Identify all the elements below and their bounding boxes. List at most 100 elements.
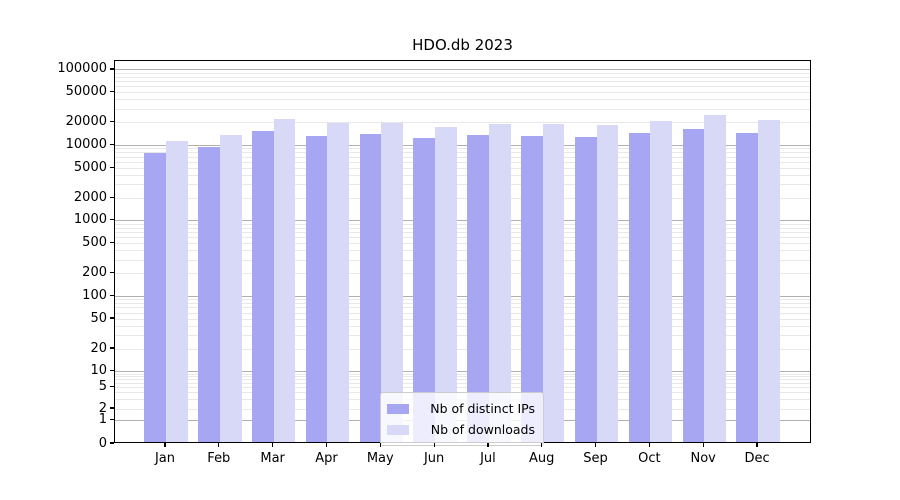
bar-downloads-nov (704, 115, 726, 442)
y-tick-label: 50 (90, 310, 107, 326)
x-tick-mark (379, 443, 381, 447)
minor-gridline (115, 86, 810, 88)
legend-label-downloads: Nb of downloads (430, 422, 535, 437)
y-tick-mark (110, 294, 114, 296)
legend-swatch-distinct-ips (387, 403, 409, 414)
minor-gridline (115, 167, 810, 169)
x-tick-label: Mar2023 (260, 451, 285, 466)
minor-gridline (115, 108, 810, 110)
x-tick-label: Apr2023 (315, 451, 338, 466)
minor-gridline (115, 387, 810, 389)
y-tick-label: 10 (90, 363, 107, 379)
y-tick-mark (110, 370, 114, 372)
minor-gridline (115, 122, 810, 124)
minor-gridline (115, 81, 810, 83)
x-tick-label: Feb2023 (207, 451, 231, 466)
bar-distinct-ips-dec (736, 132, 758, 442)
minor-gridline (115, 307, 810, 309)
bar-distinct-ips-mar (251, 131, 274, 442)
bar-downloads-oct (650, 121, 673, 442)
minor-gridline (115, 379, 810, 381)
bar-downloads-jul (488, 123, 511, 442)
bar-distinct-ips-jan (144, 153, 166, 442)
legend-label-distinct-ips: Nb of distinct IPs (430, 401, 535, 416)
y-tick-mark (110, 419, 114, 421)
x-tick-mark (648, 443, 650, 447)
bar-distinct-ips-jun (413, 137, 436, 442)
minor-gridline (115, 376, 810, 378)
bar-downloads-feb (219, 134, 242, 442)
minor-gridline (115, 318, 810, 320)
x-tick-mark (702, 443, 704, 447)
bar-distinct-ips-nov (682, 129, 705, 442)
minor-gridline (115, 373, 810, 375)
legend-item-distinct-ips: Nb of distinct IPs (387, 398, 535, 419)
x-tick-label: Jan2023 (154, 451, 176, 466)
y-tick-label: 0 (98, 435, 107, 451)
x-tick-label: Oct2023 (638, 451, 661, 466)
bar-distinct-ips-aug (521, 136, 543, 442)
x-tick-mark (272, 443, 274, 447)
minor-gridline (115, 383, 810, 384)
bar-distinct-ips-oct (628, 132, 651, 442)
minor-gridline (115, 243, 810, 245)
minor-gridline (115, 348, 810, 350)
y-tick-label: 5 (98, 379, 107, 395)
minor-gridline (115, 312, 810, 314)
bar-distinct-ips-apr (305, 135, 328, 442)
y-tick-mark (110, 317, 114, 319)
x-tick-label: Sep2023 (583, 451, 608, 466)
chart-title: HDO.db 2023 (412, 36, 513, 54)
x-tick-label: Nov2023 (690, 451, 716, 466)
y-tick-label: 2 (98, 400, 107, 416)
y-tick-mark (110, 121, 114, 123)
minor-gridline (115, 335, 810, 337)
x-tick-label: Aug2023 (529, 451, 555, 466)
major-gridline (115, 69, 810, 71)
minor-gridline (115, 273, 810, 275)
y-tick-mark (110, 91, 114, 93)
y-tick-label: 2000 (73, 189, 107, 205)
x-tick-label: Jun2023 (423, 451, 445, 466)
x-tick-label: May2023 (366, 451, 394, 466)
bar-downloads-jan (166, 140, 188, 442)
y-tick-label: 500 (82, 235, 107, 251)
y-tick-label: 5000 (73, 159, 107, 175)
y-tick-label: 20000 (65, 114, 107, 130)
x-tick-label: Jul2023 (480, 451, 496, 466)
x-tick-mark (594, 443, 597, 447)
minor-gridline (115, 92, 810, 94)
minor-gridline (115, 325, 810, 327)
x-tick-label: Dec2023 (744, 451, 770, 466)
minor-gridline (115, 76, 810, 78)
y-tick-mark (110, 347, 114, 349)
x-tick-mark (325, 443, 328, 447)
minor-gridline (115, 232, 810, 234)
y-tick-mark (110, 166, 114, 168)
x-tick-mark (756, 443, 758, 447)
minor-gridline (115, 161, 810, 163)
major-gridline (115, 220, 810, 222)
y-tick-mark (110, 143, 114, 145)
minor-gridline (115, 223, 810, 225)
minor-gridline (115, 184, 810, 186)
y-tick-mark (110, 68, 114, 70)
y-tick-label: 50000 (65, 84, 107, 100)
minor-gridline (115, 299, 810, 301)
bar-downloads-mar (273, 119, 296, 442)
x-tick-mark (541, 443, 543, 447)
plot-area: Nb of distinct IPs Nb of downloads (114, 60, 811, 446)
bar-downloads-may (381, 123, 403, 442)
x-tick-mark (433, 443, 435, 447)
y-tick-mark (110, 407, 114, 409)
y-tick-mark (110, 442, 114, 444)
y-tick-label: 200 (82, 265, 107, 281)
y-tick-mark (110, 196, 114, 198)
bar-distinct-ips-may (359, 134, 382, 442)
legend-item-downloads: Nb of downloads (387, 419, 535, 440)
minor-gridline (115, 303, 810, 305)
y-tick-mark (110, 219, 114, 221)
bar-distinct-ips-sep (574, 137, 597, 442)
minor-gridline (115, 197, 810, 199)
